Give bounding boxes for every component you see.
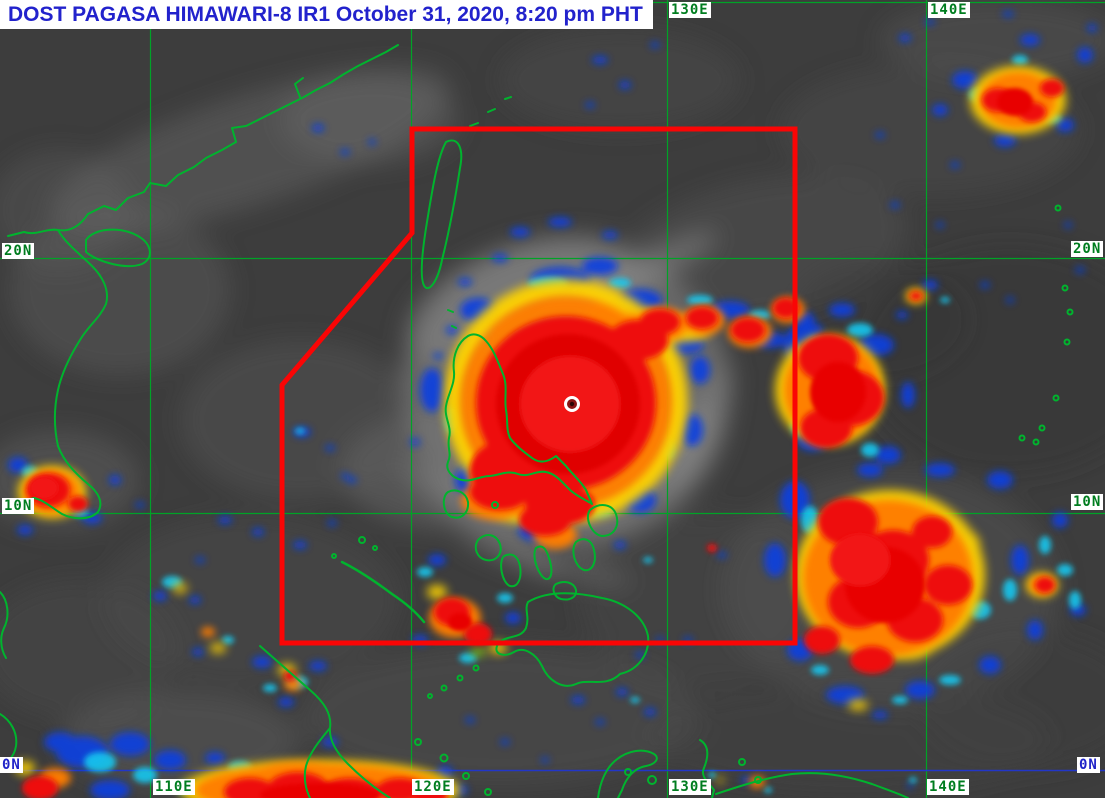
par-boundary-outline xyxy=(279,126,798,646)
coastline-china xyxy=(87,44,399,215)
grid-label-10n-4: 10N xyxy=(2,498,35,514)
grid-label-130e-10: 130E xyxy=(669,779,711,795)
coastline-new-guinea xyxy=(715,772,909,798)
grid-label-120e-9: 120E xyxy=(412,779,454,795)
title-bar: DOST PAGASA HIMAWARI-8 IR1 October 31, 2… xyxy=(0,0,653,29)
grid-label-10n-5: 10N xyxy=(1071,494,1104,510)
coastline-palawan xyxy=(340,560,426,624)
coastline-sulawesi xyxy=(597,749,658,798)
island-specks xyxy=(1018,204,1074,446)
par-boundary-layer xyxy=(279,126,798,646)
grid-label-110e-8: 110E xyxy=(153,779,195,795)
grid-label-20n-3: 20N xyxy=(1071,241,1104,257)
grid-label-0n-7: 0N xyxy=(1077,757,1100,773)
coastline-luzon xyxy=(444,333,593,505)
coastline-taiwan xyxy=(420,139,463,290)
grid-label-130e-0: 130E xyxy=(669,2,711,18)
coastline-mindanao xyxy=(495,592,650,687)
coastline-hainan xyxy=(85,228,151,268)
coastline-mindoro xyxy=(442,489,470,519)
title-text: DOST PAGASA HIMAWARI-8 IR1 October 31, 2… xyxy=(8,2,643,26)
coastline-visayas xyxy=(474,504,619,601)
grid-label-0n-6: 0N xyxy=(0,757,23,773)
grid-label-140e-11: 140E xyxy=(927,779,969,795)
typhoon-eye xyxy=(564,396,580,412)
grid-label-140e-1: 140E xyxy=(928,2,970,18)
grid-label-20n-2: 20N xyxy=(2,243,35,259)
coastline-layer xyxy=(0,44,1074,798)
